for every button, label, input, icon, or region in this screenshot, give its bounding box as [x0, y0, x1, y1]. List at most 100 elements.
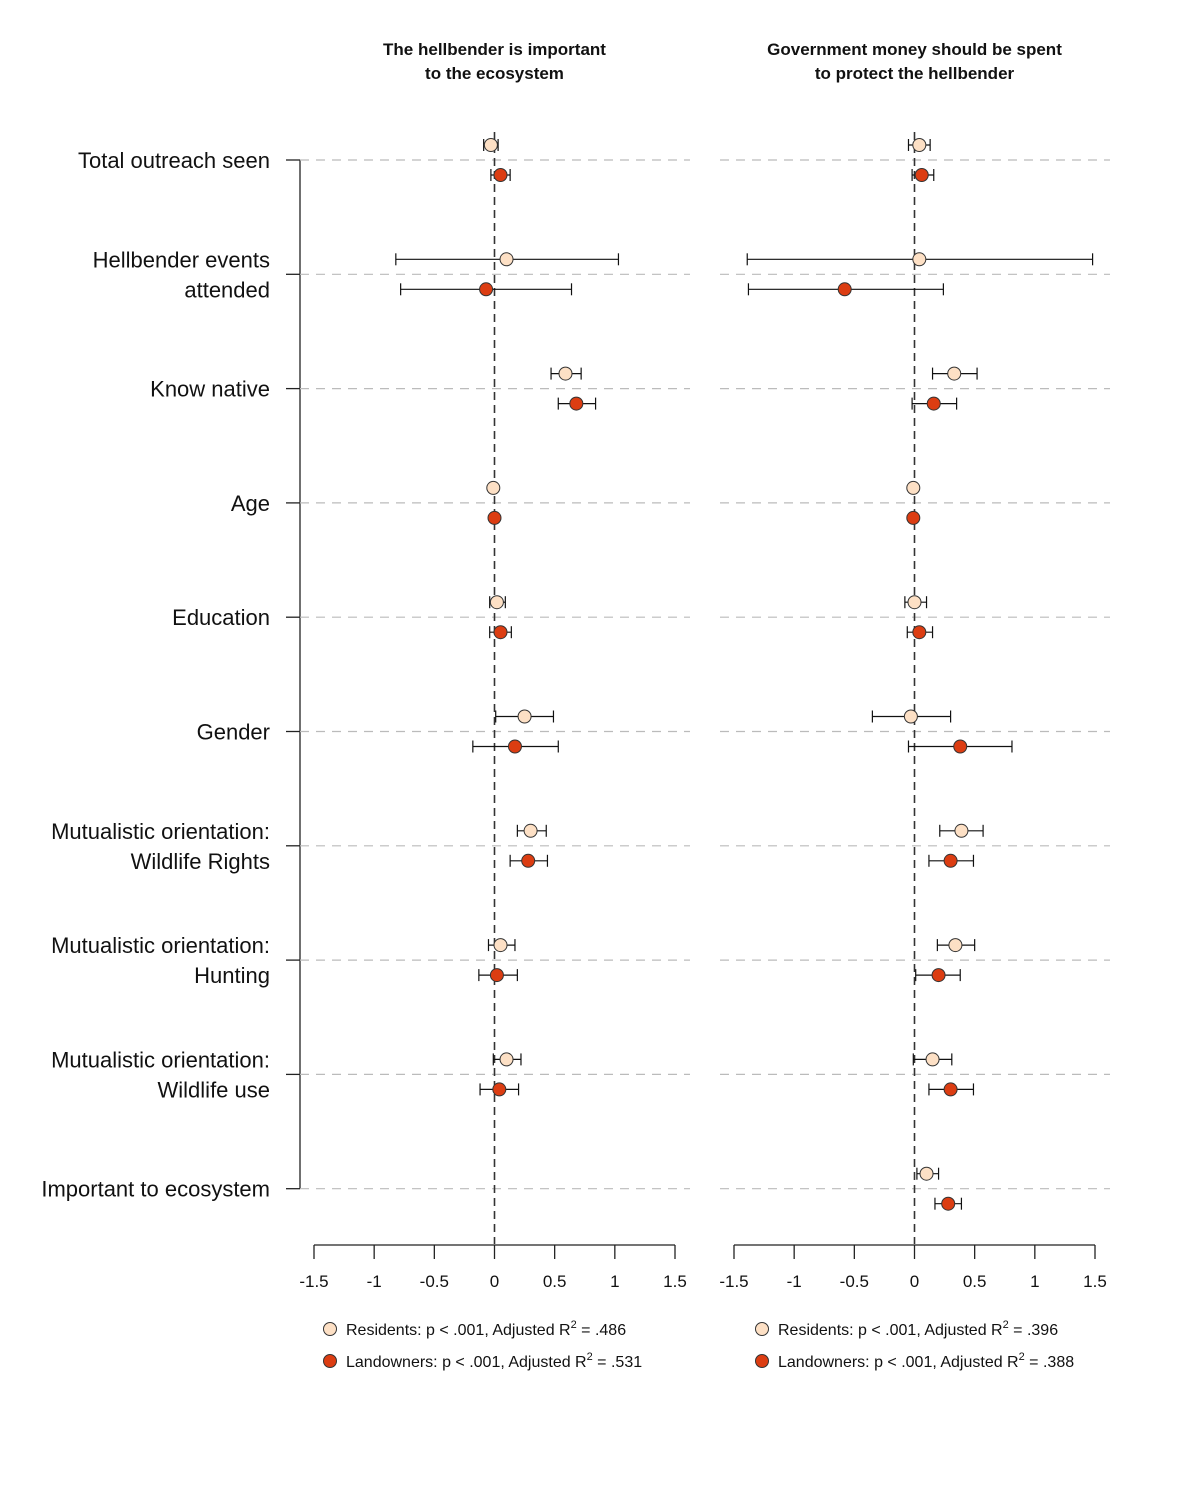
panel-title-line: to the ecosystem — [425, 64, 564, 83]
residents-point — [558, 366, 573, 381]
legend-marker — [323, 1354, 337, 1368]
landowners-point — [943, 1082, 958, 1097]
legend-text: = .388 — [1025, 1354, 1074, 1371]
legend-text: Landowners: p < .001, Adjusted R — [346, 1354, 587, 1371]
legend-entry: Residents: p < .001, Adjusted R2 = .396 — [778, 1319, 1058, 1339]
legend-text: = .531 — [593, 1354, 642, 1371]
row-label: Mutualistic orientation: Wildlife Rights — [51, 819, 270, 874]
row-label-line: attended — [184, 277, 270, 302]
legend-marker — [755, 1322, 769, 1336]
row-label-line: Mutualistic orientation: — [51, 933, 270, 958]
row-label-line: Total outreach seen — [78, 148, 270, 173]
x-tick-label: -0.5 — [840, 1272, 869, 1291]
row-label: Education — [172, 605, 270, 630]
landowners-point — [507, 739, 522, 754]
residents-point — [523, 823, 538, 838]
landowners-point — [569, 396, 584, 411]
row-label-line: Hunting — [194, 963, 270, 988]
row-label-line: Hellbender events — [93, 247, 270, 272]
x-tick-label: 1.5 — [663, 1272, 687, 1291]
residents-point — [489, 595, 504, 610]
legend-text: = .396 — [1009, 1322, 1058, 1339]
row-label-line: Education — [172, 605, 270, 630]
row-label-line: Mutualistic orientation: — [51, 1047, 270, 1072]
row-label: Mutualistic orientation: Hunting — [51, 933, 270, 988]
row-label: Age — [231, 491, 270, 516]
legend-entry: Residents: p < .001, Adjusted R2 = .486 — [346, 1319, 626, 1339]
legend-marker — [323, 1322, 337, 1336]
residents-point — [906, 480, 921, 495]
x-tick-label: -1 — [367, 1272, 382, 1291]
x-tick-label: 1.5 — [1083, 1272, 1107, 1291]
row-label-line: Wildlife Rights — [131, 849, 270, 874]
x-tick-label: 1 — [610, 1272, 619, 1291]
residents-point — [912, 252, 927, 267]
landowners-point — [941, 1196, 956, 1211]
row-label: Hellbender events attended — [93, 247, 270, 302]
x-tick-label: 0.5 — [543, 1272, 567, 1291]
row-label-line: Know native — [150, 377, 270, 402]
residents-point — [947, 366, 962, 381]
legend-text: Residents: p < .001, Adjusted R — [346, 1322, 571, 1339]
legend-marker — [755, 1354, 769, 1368]
legend-text: Landowners: p < .001, Adjusted R — [778, 1354, 1019, 1371]
landowners-point — [493, 168, 508, 182]
x-tick-label: 1 — [1030, 1272, 1039, 1291]
residents-point — [483, 138, 498, 152]
residents-point — [486, 480, 501, 495]
panel-title: Government money should be spent to prote… — [767, 40, 1062, 83]
landowners-point — [912, 625, 927, 640]
residents-point — [493, 938, 508, 953]
landowners-point — [953, 739, 968, 754]
row-label: Know native — [150, 377, 270, 402]
x-tick-label: -1.5 — [719, 1272, 748, 1291]
landowners-point — [931, 968, 946, 983]
landowners-point — [837, 282, 852, 297]
panel-1: The hellbender is important to the ecosys… — [299, 40, 690, 1371]
panel-title-line: to protect the hellbender — [815, 64, 1015, 83]
landowners-point — [487, 510, 502, 525]
residents-point — [517, 709, 532, 724]
row-label-line: Age — [231, 491, 270, 516]
legend-entry: Landowners: p < .001, Adjusted R2 = .388 — [778, 1351, 1074, 1371]
row-label-line: Wildlife use — [158, 1077, 270, 1102]
legend-superscript: 2 — [571, 1319, 577, 1331]
row-label-line: Important to ecosystem — [41, 1177, 270, 1202]
x-tick-label: -0.5 — [420, 1272, 449, 1291]
residents-point — [948, 938, 963, 953]
legend-superscript: 2 — [1019, 1351, 1025, 1363]
legend-text: = .486 — [577, 1322, 626, 1339]
panel-title: The hellbender is important to the ecosys… — [383, 40, 606, 83]
residents-point — [954, 823, 969, 838]
legend-text: Residents: p < .001, Adjusted R — [778, 1322, 1003, 1339]
landowners-point — [914, 168, 929, 182]
panel-2: Government money should be spent to prote… — [719, 40, 1110, 1371]
row-label: Gender — [197, 720, 270, 745]
residents-point — [919, 1166, 934, 1181]
x-tick-label: -1.5 — [299, 1272, 328, 1291]
landowners-point — [489, 968, 504, 983]
legend-entry: Landowners: p < .001, Adjusted R2 = .531 — [346, 1351, 642, 1371]
residents-point — [499, 1052, 514, 1067]
residents-point — [925, 1052, 940, 1067]
landowners-point — [943, 853, 958, 868]
residents-point — [499, 252, 514, 267]
landowners-point — [521, 853, 536, 868]
legend-superscript: 2 — [587, 1351, 593, 1363]
row-label-line: Gender — [197, 720, 270, 745]
landowners-point — [906, 510, 921, 525]
panel-title-line: Government money should be spent — [767, 40, 1062, 59]
landowners-point — [492, 1082, 507, 1097]
landowners-point — [926, 396, 941, 411]
landowners-point — [493, 625, 508, 640]
residents-point — [903, 709, 918, 724]
x-tick-label: 0 — [910, 1272, 919, 1291]
landowners-point — [479, 282, 494, 297]
panel-title-line: The hellbender is important — [383, 40, 606, 59]
row-label: Total outreach seen — [78, 148, 270, 173]
residents-point — [912, 138, 927, 152]
legend-superscript: 2 — [1003, 1319, 1009, 1331]
row-label: Important to ecosystem — [41, 1177, 270, 1202]
row-label-line: Mutualistic orientation: — [51, 819, 270, 844]
